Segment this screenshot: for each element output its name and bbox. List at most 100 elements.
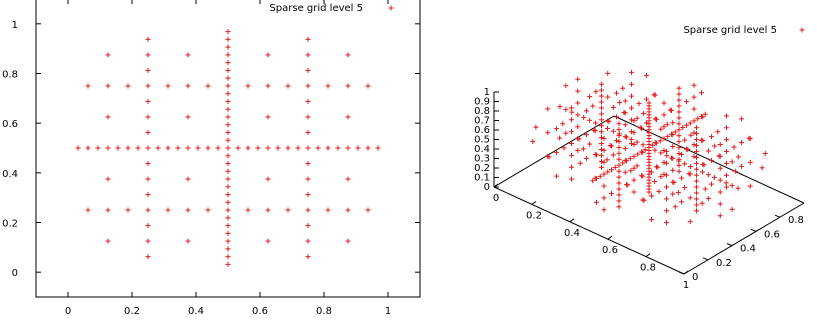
- data-point-3d: [712, 143, 718, 149]
- data-point-3d: [670, 179, 676, 185]
- data-point-3d: [672, 129, 678, 135]
- data-point: [325, 83, 331, 89]
- data-point-3d: [759, 165, 765, 171]
- data-point: [105, 145, 111, 151]
- z-tick-label: 0.7: [474, 116, 490, 127]
- data-point-3d: [533, 124, 539, 130]
- data-point-3d: [646, 100, 652, 106]
- data-point-3d: [599, 87, 604, 93]
- data-point-3d: [561, 145, 567, 151]
- data-point-3d: [644, 96, 649, 102]
- data-point-3d: [569, 105, 574, 111]
- data-point-3d: [679, 199, 684, 205]
- data-point-3d: [735, 154, 741, 160]
- data-point-3d: [670, 132, 676, 138]
- data-point: [305, 254, 311, 260]
- data-point-3d: [646, 177, 652, 183]
- data-point-3d: [670, 144, 676, 149]
- data-point-3d: [646, 189, 652, 195]
- data-point: [225, 246, 231, 252]
- data-point: [105, 207, 111, 213]
- data-point: [305, 83, 311, 89]
- data-point-3d: [622, 169, 628, 175]
- data-point: [225, 215, 231, 221]
- x3-tick: [569, 218, 575, 223]
- data-point-3d: [587, 117, 593, 123]
- data-point-3d: [694, 172, 699, 178]
- data-point-3d: [616, 150, 622, 156]
- base-edge-y: [683, 202, 805, 275]
- data-point-3d: [694, 137, 699, 143]
- data-point-3d: [599, 93, 604, 99]
- data-point-3d: [605, 70, 611, 76]
- data-point-3d: [594, 199, 599, 205]
- data-point-3d: [616, 156, 622, 162]
- data-point: [85, 83, 91, 89]
- data-point-3d: [694, 202, 699, 208]
- data-point: [165, 83, 171, 89]
- data-point: [245, 83, 251, 89]
- data-point: [235, 145, 241, 151]
- data-point: [185, 176, 191, 182]
- data-point: [185, 207, 191, 213]
- data-point-3d: [599, 147, 604, 152]
- data-point-3d: [652, 140, 658, 146]
- y3-tick: [702, 257, 709, 261]
- data-point-3d: [557, 104, 563, 110]
- data-point: [305, 161, 311, 167]
- data-point: [225, 114, 231, 120]
- data-point-3d: [699, 169, 705, 175]
- data-point-3d: [676, 91, 682, 97]
- data-point-3d: [729, 206, 735, 212]
- data-point-3d: [676, 127, 682, 133]
- data-point-3d: [592, 128, 598, 134]
- data-point: [225, 91, 231, 97]
- data-point: [285, 83, 291, 89]
- data-point: [145, 238, 151, 244]
- data-point: [225, 29, 231, 35]
- data-point-3d: [658, 150, 664, 156]
- data-point-3d: [694, 190, 699, 196]
- data-point-3d: [724, 125, 729, 131]
- data-point-3d: [628, 136, 634, 142]
- data-point-3d: [607, 143, 613, 148]
- y3-tick-label: 0: [692, 272, 698, 283]
- y3-tick: [726, 243, 733, 247]
- data-point: [265, 238, 271, 244]
- data-point: [225, 137, 231, 143]
- data-point-3d: [658, 126, 664, 132]
- data-point: [245, 207, 251, 213]
- data-point-3d: [717, 177, 723, 183]
- data-point-3d: [691, 130, 697, 136]
- data-point: [185, 145, 191, 151]
- data-point-3d: [629, 69, 634, 75]
- data-point-3d: [731, 144, 737, 150]
- data-point-3d: [601, 171, 607, 177]
- data-point: [135, 145, 141, 151]
- z-tick-label: 0: [484, 182, 490, 193]
- data-point: [255, 145, 261, 151]
- data-point-3d: [694, 208, 699, 214]
- data-point-3d: [664, 121, 670, 127]
- data-point-3d: [575, 112, 581, 118]
- data-point-3d: [664, 153, 670, 159]
- data-point-3d: [634, 163, 640, 169]
- z-tick-label: 1: [484, 87, 490, 98]
- data-point-3d: [694, 143, 699, 148]
- data-point-3d: [691, 106, 697, 112]
- data-point-3d: [617, 100, 623, 106]
- data-point-3d: [575, 136, 581, 142]
- data-point-3d: [629, 141, 634, 147]
- data-point-3d: [676, 103, 682, 109]
- data-point-3d: [655, 164, 661, 170]
- data-point: [285, 207, 291, 213]
- data-point-3d: [688, 132, 694, 138]
- data-point-3d: [614, 90, 619, 96]
- data-point-3d: [587, 94, 593, 100]
- data-point-3d: [545, 153, 551, 159]
- x-tick-label: 1: [385, 306, 391, 317]
- data-point: [225, 161, 231, 167]
- data-point-3d: [612, 164, 618, 170]
- data-point-3d: [590, 103, 596, 109]
